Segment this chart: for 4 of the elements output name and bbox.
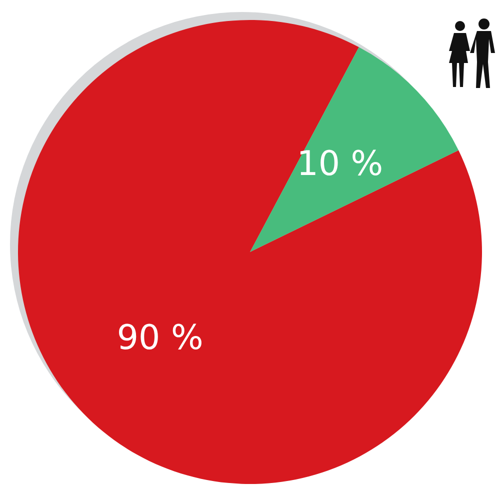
data-label: 90 %	[116, 318, 204, 358]
data-label: 10 %	[296, 144, 384, 184]
pie-slice	[250, 47, 459, 252]
pie-slice	[18, 20, 482, 484]
